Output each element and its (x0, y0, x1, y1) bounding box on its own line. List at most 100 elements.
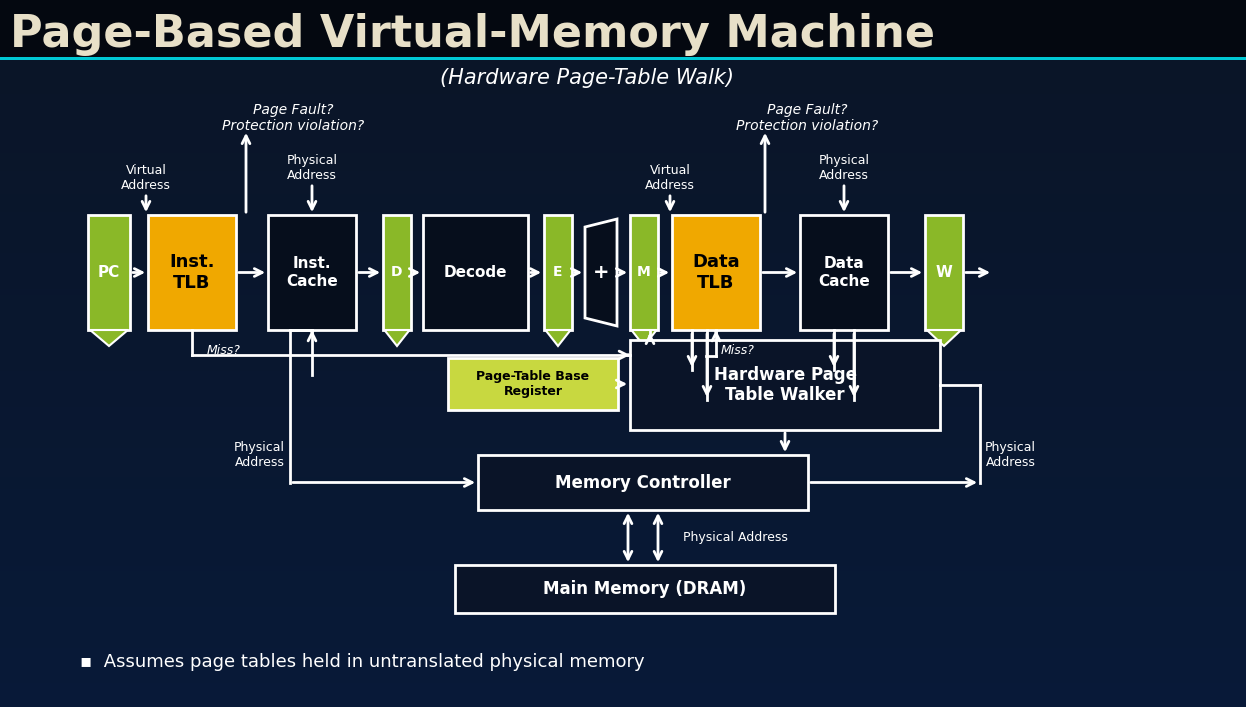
Bar (0, 560, 1246, 566)
Bar (0, 306, 1246, 313)
Bar (0, 366, 1246, 372)
Bar (0, 695, 1246, 702)
Bar (0, 395, 1246, 402)
Bar (0, 83, 1246, 89)
Bar (0, 0, 1246, 57)
Bar (0, 501, 1246, 508)
Bar (672, 215, 760, 330)
Bar (925, 215, 963, 330)
Text: M: M (637, 266, 650, 279)
Bar (0, 106, 1246, 113)
Bar (0, 624, 1246, 631)
Bar (0, 47, 1246, 54)
Bar (0, 677, 1246, 684)
Bar (0, 383, 1246, 390)
Text: Decode: Decode (444, 265, 507, 280)
Bar (0, 6, 1246, 13)
Bar (0, 283, 1246, 290)
Text: Physical
Address: Physical Address (287, 154, 338, 182)
Bar (0, 442, 1246, 449)
Bar (0, 495, 1246, 502)
Bar (0, 242, 1246, 248)
Text: D: D (391, 266, 402, 279)
Text: Virtual
Address: Virtual Address (645, 164, 695, 192)
Bar (0, 206, 1246, 213)
Bar (0, 224, 1246, 230)
Bar (0, 389, 1246, 396)
Bar (0, 525, 1246, 531)
Text: Physical
Address: Physical Address (986, 441, 1035, 469)
Bar (0, 601, 1246, 608)
Bar (0, 454, 1246, 460)
Bar (0, 472, 1246, 478)
Bar (0, 76, 1246, 83)
Bar (0, 124, 1246, 131)
Bar (0, 218, 1246, 225)
Text: Physical Address: Physical Address (683, 531, 787, 544)
Bar (0, 636, 1246, 643)
Bar (0, 59, 1246, 66)
Bar (0, 518, 1246, 525)
Bar (0, 607, 1246, 614)
Bar (0, 589, 1246, 596)
Bar (0, 35, 1246, 42)
Bar (0, 112, 1246, 119)
Polygon shape (632, 330, 657, 346)
Text: Hardware Page
Table Walker: Hardware Page Table Walker (714, 366, 856, 404)
Bar (0, 666, 1246, 672)
Bar (0, 141, 1246, 148)
Bar (0, 407, 1246, 414)
Bar (0, 247, 1246, 255)
Bar (0, 477, 1246, 484)
Bar (0, 595, 1246, 602)
Bar (0, 642, 1246, 649)
Bar (0, 566, 1246, 573)
Bar (148, 215, 235, 330)
Bar (0, 489, 1246, 496)
Bar (0, 354, 1246, 361)
Text: Data
Cache: Data Cache (819, 257, 870, 288)
Bar (0, 554, 1246, 561)
Bar (0, 230, 1246, 237)
Bar (0, 57, 1246, 60)
Bar (478, 455, 807, 510)
Bar (0, 424, 1246, 431)
Bar (0, 530, 1246, 537)
Text: Miss?: Miss? (721, 344, 755, 356)
Bar (0, 0, 1246, 7)
Bar (0, 253, 1246, 260)
Bar (449, 358, 618, 410)
Bar (0, 689, 1246, 696)
Bar (0, 513, 1246, 520)
Bar (0, 235, 1246, 243)
Bar (383, 215, 411, 330)
Bar (0, 660, 1246, 667)
Bar (0, 129, 1246, 136)
Text: +: + (593, 263, 609, 282)
Bar (0, 259, 1246, 266)
Bar (545, 215, 572, 330)
Text: Main Memory (DRAM): Main Memory (DRAM) (543, 580, 746, 598)
Bar (800, 215, 888, 330)
Bar (0, 30, 1246, 36)
Bar (0, 265, 1246, 272)
Bar (0, 288, 1246, 296)
Bar (0, 153, 1246, 160)
Polygon shape (927, 330, 961, 346)
Bar (0, 171, 1246, 177)
Bar (0, 436, 1246, 443)
Bar (0, 571, 1246, 578)
Bar (0, 377, 1246, 384)
Bar (0, 324, 1246, 331)
Text: (Hardware Page-Table Walk): (Hardware Page-Table Walk) (440, 68, 734, 88)
Bar (630, 215, 658, 330)
Bar (0, 23, 1246, 30)
Bar (0, 300, 1246, 308)
Bar (0, 100, 1246, 107)
Bar (0, 619, 1246, 626)
Bar (0, 94, 1246, 101)
Bar (0, 371, 1246, 378)
Bar (268, 215, 356, 330)
Bar (0, 194, 1246, 201)
Bar (0, 648, 1246, 655)
